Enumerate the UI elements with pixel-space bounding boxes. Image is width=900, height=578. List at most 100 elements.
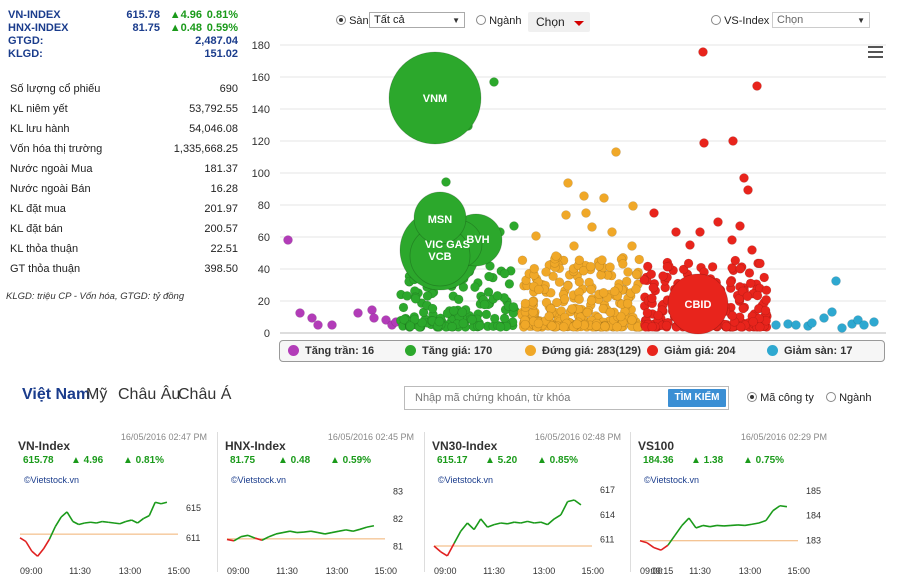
nganh-radio[interactable]: Ngành <box>476 15 521 27</box>
point-dung <box>533 284 544 295</box>
point-tang <box>447 321 457 332</box>
search-button[interactable]: TÌM KIẾM <box>668 389 726 407</box>
bubble-label: BVH <box>466 234 489 246</box>
point-dung <box>616 311 626 322</box>
bubble-label: VIC <box>425 239 443 251</box>
legend-item-giam[interactable]: Giảm giá: 204 <box>647 345 736 357</box>
series-segment <box>25 541 33 552</box>
point-dung <box>621 276 632 287</box>
index-row-hnx[interactable]: HNX-INDEX 81.75 ▲0.48 0.59% <box>8 22 240 36</box>
point-dung <box>547 321 557 331</box>
point-dung <box>574 276 585 287</box>
tab-my[interactable]: Mỹ <box>86 386 108 403</box>
mini-chart-hnx-index[interactable]: 16/05/2016 02:45 PM HNX-Index 81.75 ▲ 0.48 ▲… <box>225 430 420 578</box>
radio-icon <box>711 15 721 25</box>
point-dung <box>586 284 596 295</box>
company-code-radio[interactable]: Mã công ty <box>747 392 814 404</box>
point-dung <box>567 304 577 314</box>
point-tang <box>499 313 510 324</box>
chart-menu-icon[interactable] <box>868 46 883 58</box>
point-dung <box>520 298 531 309</box>
legend-item-tang[interactable]: Tăng giá: 170 <box>405 345 492 357</box>
point-tang <box>405 321 416 331</box>
point-tang <box>492 290 503 301</box>
search-input[interactable] <box>405 387 667 409</box>
series-segment <box>709 524 718 528</box>
vietstock-brand: ©Vietstock.vn <box>438 475 493 485</box>
legend-item-dung[interactable]: Đứng giá: 283(129) <box>525 345 641 357</box>
series-segment <box>275 531 284 535</box>
vs-index-select[interactable]: Chọn ▼ <box>772 12 870 28</box>
series-segment <box>702 524 711 528</box>
point-tang <box>495 322 506 332</box>
y-axis-label: 611 <box>600 534 614 544</box>
mini-chart-vn30-index[interactable]: 16/05/2016 02:48 PM VN30-Index 615.17 ▲ 5.2… <box>432 430 627 578</box>
dropdown-arrow-icon: ▼ <box>857 16 865 25</box>
series-segment <box>303 530 312 533</box>
stat-value: 1,335,668.25 <box>173 143 238 155</box>
stat-label: Số lượng cổ phiếu <box>10 83 101 95</box>
index-value: 615.78 <box>126 9 160 21</box>
legend-item-tran[interactable]: Tăng trần: 16 <box>288 345 374 357</box>
point-dung <box>541 267 551 277</box>
series-segment <box>289 530 298 534</box>
y-tick-label: 60 <box>258 232 270 244</box>
series-segment <box>148 501 156 516</box>
tab-chau-au[interactable]: Châu Âu <box>118 386 181 403</box>
san-select[interactable]: Tất cả ▼ <box>369 12 465 28</box>
series-segment <box>779 504 788 508</box>
chon-industry-button[interactable]: Chọn <box>528 12 590 32</box>
mini-chart-plot: 615 611 09:00 11:30 13:00 15:00 <box>19 501 201 576</box>
point-dung <box>582 307 593 318</box>
index-row-vn[interactable]: VN-INDEX 615.78 ▲4.96 0.81% <box>8 9 240 23</box>
point-giam <box>713 217 723 227</box>
point-san <box>783 319 793 329</box>
bubble-msn <box>413 191 467 245</box>
point-tang <box>467 314 477 325</box>
series-segment <box>473 518 482 531</box>
point-tang <box>410 294 421 304</box>
series-segment <box>514 521 521 524</box>
y-tick-label: 160 <box>252 72 270 84</box>
point-dung <box>631 269 642 280</box>
point-dung <box>544 311 554 322</box>
san-radio[interactable]: Sàn <box>336 15 369 27</box>
point-san <box>791 320 801 330</box>
point-tran <box>283 235 293 245</box>
stat-row: Vốn hóa thị trường 1,335,668.25 <box>10 143 238 159</box>
mini-chart-vs100[interactable]: 16/05/2016 02:29 PM VS100 184.36 ▲ 1.38 ▲ 0.… <box>638 430 833 578</box>
x-axis-label: 11:30 <box>69 566 91 576</box>
point-dung <box>533 318 544 329</box>
stat-label: KL lưu hành <box>10 123 70 135</box>
stat-label: KL thỏa thuận <box>10 243 79 255</box>
point-dung <box>631 284 641 294</box>
series-segment <box>553 514 562 520</box>
mini-chart-vn-index[interactable]: 16/05/2016 02:47 PM VN-Index 615.78 ▲ 4.96 ▲… <box>18 430 213 578</box>
point-tang <box>427 303 438 314</box>
vs-index-radio[interactable]: VS-Index <box>711 15 769 27</box>
tab-chau-a[interactable]: Châu Á <box>178 386 232 403</box>
point-dung <box>551 251 561 261</box>
point-giam <box>642 261 653 272</box>
point-giam <box>639 275 650 285</box>
series-segment <box>744 523 753 527</box>
series-segment <box>19 537 27 543</box>
tab-viet-nam[interactable]: Việt Nam <box>22 386 91 403</box>
point-dung <box>548 271 558 282</box>
total-gtgd: GTGD: 2,487.04 <box>8 35 240 49</box>
point-giam <box>658 271 668 281</box>
legend-dot-icon <box>525 345 536 356</box>
series-segment <box>42 538 51 550</box>
point-dung <box>623 267 633 277</box>
stat-label: KL đặt mua <box>10 203 66 215</box>
series-segment <box>119 520 127 525</box>
stat-row: KL niêm yết 53,792.55 <box>10 103 238 119</box>
series-segment <box>688 517 697 529</box>
legend-dot-icon <box>767 345 778 356</box>
mini-change: ▲ 0.48 <box>278 455 311 466</box>
legend-item-san[interactable]: Giảm sàn: 17 <box>767 345 852 357</box>
industry-radio[interactable]: Ngành <box>826 392 871 404</box>
point-tang <box>441 177 451 187</box>
point-dung <box>627 315 637 325</box>
legend-dot-icon <box>288 345 299 356</box>
